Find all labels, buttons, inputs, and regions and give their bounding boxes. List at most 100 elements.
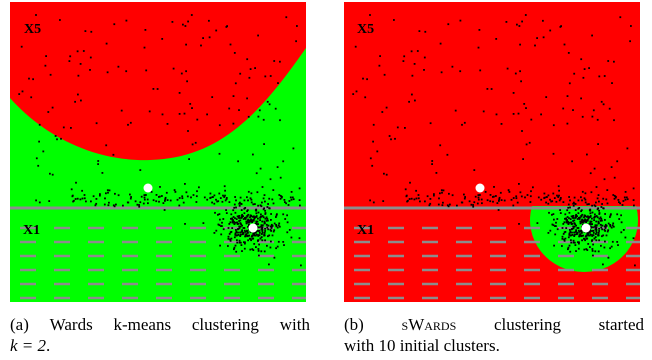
- data-point: [555, 221, 557, 224]
- data-point: [222, 228, 225, 231]
- data-point: [74, 198, 77, 200]
- data-point: [254, 203, 256, 205]
- data-point: [578, 217, 580, 219]
- data-point: [255, 231, 257, 234]
- data-point: [598, 230, 600, 232]
- data-point: [606, 202, 609, 205]
- data-point: [596, 216, 599, 219]
- data-point: [585, 215, 588, 218]
- data-point: [257, 115, 260, 118]
- data-point: [159, 195, 161, 198]
- data-point: [371, 164, 374, 167]
- data-point: [202, 222, 205, 224]
- data-point: [268, 263, 270, 266]
- data-point: [265, 216, 268, 219]
- data-point: [253, 243, 256, 245]
- data-point: [129, 121, 132, 124]
- data-point: [224, 194, 226, 197]
- data-point: [364, 96, 367, 99]
- data-point: [74, 100, 76, 103]
- data-point: [263, 207, 265, 210]
- data-point: [559, 209, 561, 211]
- data-point: [548, 211, 550, 214]
- data-point: [578, 207, 581, 209]
- data-point: [209, 192, 212, 195]
- data-point: [620, 221, 623, 224]
- data-point: [408, 100, 410, 103]
- data-point: [506, 67, 509, 70]
- data-point: [158, 200, 160, 203]
- data-point: [517, 112, 520, 115]
- data-point: [244, 218, 247, 220]
- data-point: [233, 52, 236, 54]
- data-point: [415, 197, 418, 200]
- data-point: [257, 250, 260, 252]
- data-point: [601, 228, 604, 231]
- data-point: [594, 213, 596, 216]
- data-point: [553, 197, 556, 199]
- data-point: [244, 217, 246, 219]
- data-point: [584, 201, 587, 204]
- data-point: [276, 245, 279, 248]
- data-point: [89, 69, 91, 71]
- data-point: [246, 196, 248, 199]
- data-point: [586, 153, 588, 156]
- data-point: [433, 193, 435, 195]
- data-point: [225, 212, 228, 214]
- data-point: [564, 217, 566, 220]
- data-point: [529, 201, 532, 203]
- data-point: [580, 230, 583, 232]
- data-point: [176, 198, 179, 201]
- data-point: [146, 198, 149, 201]
- data-point: [623, 196, 626, 199]
- data-point: [227, 235, 230, 238]
- data-point: [601, 224, 604, 227]
- data-point: [481, 202, 483, 205]
- data-point: [601, 219, 603, 222]
- data-point: [237, 160, 239, 163]
- data-point: [577, 247, 580, 250]
- data-point: [582, 234, 584, 237]
- data-point: [192, 194, 195, 196]
- caption-line-1: (a) Wards k-means clustering with: [10, 314, 310, 335]
- data-point: [267, 224, 270, 227]
- data-point: [566, 209, 569, 212]
- centroid-marker-top: [475, 183, 485, 193]
- data-point: [568, 234, 571, 236]
- data-point: [283, 244, 285, 246]
- data-point: [595, 224, 598, 227]
- data-point: [275, 225, 278, 228]
- data-point: [249, 68, 252, 70]
- data-point: [369, 199, 371, 202]
- data-point: [28, 77, 30, 80]
- data-point: [158, 196, 160, 198]
- data-point: [140, 195, 143, 198]
- data-point: [161, 113, 164, 116]
- data-point: [181, 197, 184, 200]
- data-point: [35, 14, 37, 16]
- data-point: [595, 231, 598, 234]
- data-point: [263, 194, 266, 196]
- data-point: [575, 213, 577, 216]
- data-point: [260, 205, 263, 208]
- data-point: [429, 198, 432, 200]
- data-point: [259, 167, 262, 170]
- data-point: [431, 160, 434, 162]
- data-point: [576, 227, 579, 229]
- caption-word: Wards: [49, 315, 93, 334]
- data-point: [520, 80, 522, 83]
- data-point: [203, 196, 206, 199]
- data-point: [573, 231, 575, 234]
- data-point: [519, 70, 521, 73]
- data-point: [227, 237, 230, 240]
- data-point: [239, 231, 241, 234]
- data-point: [477, 198, 480, 201]
- data-point: [473, 201, 476, 204]
- data-point: [626, 147, 629, 150]
- data-point: [230, 213, 233, 216]
- data-point: [529, 195, 532, 198]
- data-point: [617, 244, 619, 246]
- data-point: [215, 229, 218, 232]
- data-point: [586, 233, 589, 235]
- data-point: [446, 153, 449, 156]
